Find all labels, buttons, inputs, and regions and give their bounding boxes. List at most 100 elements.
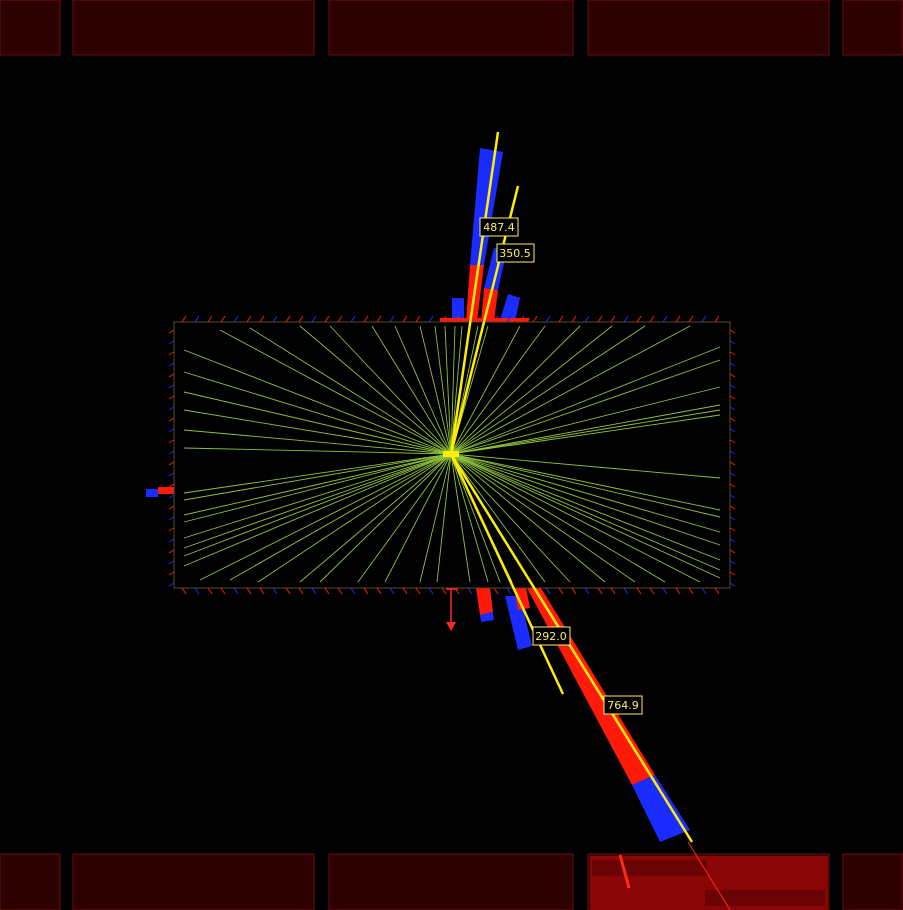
jet-label-4: 764.9 xyxy=(603,695,643,715)
track xyxy=(450,453,721,479)
edge-hit xyxy=(168,351,175,356)
track xyxy=(183,453,452,557)
edge-hit xyxy=(675,315,681,323)
em-tower xyxy=(527,588,655,785)
edge-hit xyxy=(545,315,551,323)
track xyxy=(450,453,701,583)
edge-hit xyxy=(584,315,590,323)
track xyxy=(219,329,452,455)
edge-hit xyxy=(688,587,694,595)
edge-hit xyxy=(194,587,200,595)
edge-hit xyxy=(337,587,343,595)
muon-chamber-hit-segment xyxy=(705,890,825,906)
edge-hit xyxy=(729,516,736,521)
muon-chamber xyxy=(328,853,574,910)
edge-hit xyxy=(571,587,577,595)
track xyxy=(249,327,452,455)
edge-hit xyxy=(454,587,460,595)
jet-label-1: 487.4 xyxy=(479,217,519,237)
edge-hit xyxy=(285,587,291,595)
muon-chamber xyxy=(328,0,574,56)
track xyxy=(450,453,666,583)
edge-hit xyxy=(610,315,616,323)
edge-hit xyxy=(168,439,175,444)
edge-hit xyxy=(350,587,356,595)
edge-hit xyxy=(649,315,655,323)
track xyxy=(199,453,452,581)
track xyxy=(450,346,721,455)
edge-hit xyxy=(480,587,486,595)
edge-hit xyxy=(454,315,460,323)
edge-hit xyxy=(701,315,707,323)
track xyxy=(450,453,721,571)
jet-label-3: 292.0 xyxy=(532,626,571,646)
edge-hit xyxy=(636,315,642,323)
edge-hit xyxy=(402,315,408,323)
em-tower xyxy=(158,487,174,494)
edge-hit xyxy=(441,587,447,595)
edge-hit xyxy=(729,527,736,532)
track xyxy=(450,325,646,455)
edge-hit xyxy=(311,587,317,595)
track xyxy=(183,447,452,455)
jet-value: 487.4 xyxy=(483,221,515,234)
edge-hit xyxy=(389,315,395,323)
track xyxy=(450,453,489,583)
track xyxy=(450,409,721,455)
edge-hit xyxy=(701,587,707,595)
edge-hit xyxy=(337,315,343,323)
edge-hit xyxy=(207,587,213,595)
edge-hit xyxy=(363,315,369,323)
edge-hit xyxy=(493,587,499,595)
edge-hit xyxy=(714,315,720,323)
edge-hit xyxy=(233,315,239,323)
edge-hit xyxy=(168,428,175,433)
edge-hit xyxy=(181,587,187,595)
edge-hit xyxy=(729,505,736,510)
track xyxy=(450,325,456,455)
edge-hit xyxy=(675,587,681,595)
edge-hit xyxy=(729,362,736,367)
muon-chamber xyxy=(842,853,903,910)
edge-hit xyxy=(558,315,564,323)
track xyxy=(183,391,452,455)
edge-hit xyxy=(649,587,655,595)
edge-hit xyxy=(729,351,736,356)
track xyxy=(319,453,452,583)
down-arrow-icon xyxy=(446,588,456,631)
had-tower xyxy=(500,294,520,322)
edge-hit xyxy=(729,560,736,565)
edge-hit xyxy=(610,587,616,595)
edge-hit xyxy=(168,362,175,367)
edge-hit xyxy=(168,384,175,389)
edge-hit xyxy=(168,571,175,576)
track xyxy=(450,404,721,455)
edge-hit xyxy=(246,587,252,595)
muon-chamber xyxy=(72,0,315,56)
edge-hit xyxy=(168,395,175,400)
edge-hit xyxy=(168,373,175,378)
edge-hit xyxy=(597,315,603,323)
edge-hit xyxy=(194,315,200,323)
track xyxy=(183,429,452,455)
track xyxy=(450,453,721,561)
jet-axis xyxy=(449,453,565,695)
jet-label-2: 350.5 xyxy=(496,243,535,263)
track xyxy=(450,325,463,455)
edge-hit xyxy=(428,315,434,323)
em-tower xyxy=(514,588,530,610)
track xyxy=(450,359,721,455)
track xyxy=(450,453,471,583)
edge-hit xyxy=(207,315,213,323)
muon-chamber xyxy=(0,853,61,910)
edge-hit xyxy=(506,587,512,595)
edge-hit xyxy=(714,587,720,595)
edge-hit xyxy=(729,384,736,389)
edge-hit xyxy=(298,315,304,323)
muon-chamber xyxy=(0,0,61,56)
had-tower xyxy=(632,775,690,842)
edge-hit xyxy=(259,315,265,323)
track xyxy=(183,371,452,455)
edge-hit xyxy=(168,549,175,554)
track xyxy=(357,453,452,583)
